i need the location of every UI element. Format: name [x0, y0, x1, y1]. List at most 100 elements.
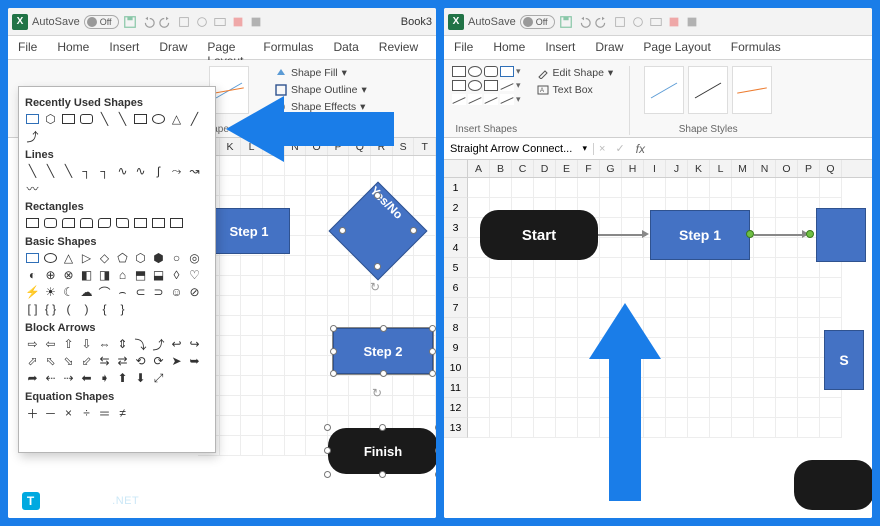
- col-h[interactable]: D: [534, 160, 556, 177]
- undo-icon[interactable]: [577, 15, 591, 29]
- shape-rect-icon[interactable]: [61, 112, 76, 126]
- bs-icon[interactable]: ☺: [169, 285, 184, 299]
- ba-icon[interactable]: ➧: [97, 371, 112, 385]
- ba-icon[interactable]: ⬁: [43, 354, 58, 368]
- qab-icon[interactable]: [631, 15, 645, 29]
- row-h[interactable]: 1: [444, 178, 468, 198]
- ba-icon[interactable]: ⟳: [151, 354, 166, 368]
- tab-formulas[interactable]: Formulas: [253, 36, 323, 59]
- qab-icon[interactable]: [649, 15, 663, 29]
- curve-icon[interactable]: ∿: [115, 164, 130, 178]
- line-icon[interactable]: ╲: [25, 164, 40, 178]
- tab-view[interactable]: View: [428, 36, 436, 59]
- qab-icon[interactable]: [249, 15, 263, 29]
- col-h[interactable]: O: [776, 160, 798, 177]
- ba-icon[interactable]: ↩: [169, 337, 184, 351]
- shape-line-icon[interactable]: ╱: [187, 112, 202, 126]
- eq-icon[interactable]: ≠: [115, 406, 130, 420]
- qab-icon[interactable]: [213, 15, 227, 29]
- ba-icon[interactable]: ⇠: [43, 371, 58, 385]
- mini-shape-icon[interactable]: [468, 80, 482, 91]
- mini-shape-icon[interactable]: [452, 80, 466, 91]
- tab-home[interactable]: Home: [483, 36, 535, 59]
- scribble-icon[interactable]: 〰: [25, 181, 40, 195]
- bs-icon[interactable]: ⬢: [151, 251, 166, 265]
- qab-icon[interactable]: [177, 15, 191, 29]
- connector-endpoint[interactable]: [806, 230, 814, 238]
- rotate-handle-icon[interactable]: ↻: [372, 386, 384, 398]
- flow-partial[interactable]: [816, 208, 866, 262]
- row-h[interactable]: 4: [444, 238, 468, 258]
- rotate-handle-icon[interactable]: ↻: [370, 280, 382, 292]
- col-h[interactable]: M: [732, 160, 754, 177]
- mini-shape-icon[interactable]: [452, 94, 466, 105]
- bs-icon[interactable]: ◐: [25, 268, 40, 282]
- col-h[interactable]: I: [644, 160, 666, 177]
- rect-icon[interactable]: [25, 216, 40, 230]
- shape-roundrect-icon[interactable]: [79, 112, 94, 126]
- col-h[interactable]: H: [622, 160, 644, 177]
- style-preset[interactable]: [688, 66, 728, 114]
- col-h[interactable]: A: [468, 160, 490, 177]
- style-preset[interactable]: [644, 66, 684, 114]
- bs-icon[interactable]: ⊗: [61, 268, 76, 282]
- mini-shape-icon[interactable]: [484, 66, 498, 77]
- redo-icon[interactable]: [595, 15, 609, 29]
- free-icon[interactable]: ⤳: [169, 164, 184, 178]
- ba-icon[interactable]: ⇧: [61, 337, 76, 351]
- save-icon[interactable]: [559, 15, 573, 29]
- flow-s[interactable]: S: [824, 330, 864, 390]
- eq-icon[interactable]: ＋: [25, 406, 40, 420]
- bs-icon[interactable]: ◊: [169, 268, 184, 282]
- text-box-button[interactable]: A Text Box: [535, 83, 616, 97]
- col-h[interactable]: E: [556, 160, 578, 177]
- mini-shape-icon[interactable]: [452, 66, 466, 77]
- col-h[interactable]: G: [600, 160, 622, 177]
- autosave-toggle[interactable]: Off: [520, 15, 555, 29]
- connector[interactable]: [598, 234, 646, 236]
- redo-icon[interactable]: [159, 15, 173, 29]
- bs-icon[interactable]: ☁: [79, 285, 94, 299]
- connector-selected[interactable]: [754, 234, 806, 236]
- mini-shape-icon[interactable]: [484, 80, 498, 91]
- ba-icon[interactable]: ↪: [187, 337, 202, 351]
- elbow-icon[interactable]: ┐: [79, 164, 94, 178]
- bs-icon[interactable]: ): [79, 302, 94, 316]
- ba-icon[interactable]: ➤: [169, 354, 184, 368]
- bs-icon[interactable]: ○: [169, 251, 184, 265]
- shape-arrow-icon[interactable]: ⤴: [25, 129, 40, 143]
- rect-icon[interactable]: [115, 216, 130, 230]
- bs-icon[interactable]: ♡: [187, 268, 202, 282]
- curve-icon[interactable]: ∿: [133, 164, 148, 178]
- tab-page-layout[interactable]: Page Layout: [197, 36, 253, 59]
- style-preset[interactable]: [732, 66, 772, 114]
- bs-icon[interactable]: ◧: [79, 268, 94, 282]
- ba-icon[interactable]: ⇩: [79, 337, 94, 351]
- flow-start[interactable]: Start: [480, 210, 598, 260]
- shape-textbox-icon[interactable]: [25, 112, 40, 126]
- bs-icon[interactable]: ⬡: [133, 251, 148, 265]
- ba-icon[interactable]: ⤢: [151, 371, 166, 385]
- bs-icon[interactable]: {: [97, 302, 112, 316]
- col-h[interactable]: P: [798, 160, 820, 177]
- bs-icon[interactable]: ◨: [97, 268, 112, 282]
- rect-icon[interactable]: [169, 216, 184, 230]
- tab-file[interactable]: File: [8, 36, 47, 59]
- line-icon[interactable]: ╲: [43, 164, 58, 178]
- flow-finish[interactable]: Finish: [328, 428, 436, 474]
- flow-step2[interactable]: Step 2: [333, 328, 433, 374]
- flow-step1-left[interactable]: Step 1: [208, 208, 290, 254]
- undo-icon[interactable]: [141, 15, 155, 29]
- col-h[interactable]: N: [754, 160, 776, 177]
- tab-review[interactable]: Review: [369, 36, 428, 59]
- select-all-corner[interactable]: [444, 160, 468, 177]
- fx-label[interactable]: fx: [630, 142, 651, 156]
- shape-oval-icon[interactable]: [151, 112, 166, 126]
- rect-icon[interactable]: [43, 216, 58, 230]
- rect-icon[interactable]: [151, 216, 166, 230]
- shape-line-icon[interactable]: ╲: [115, 112, 130, 126]
- bs-icon[interactable]: ▷: [79, 251, 94, 265]
- tab-home[interactable]: Home: [47, 36, 99, 59]
- ba-icon[interactable]: ⇄: [115, 354, 130, 368]
- ba-icon[interactable]: ⬆: [115, 371, 130, 385]
